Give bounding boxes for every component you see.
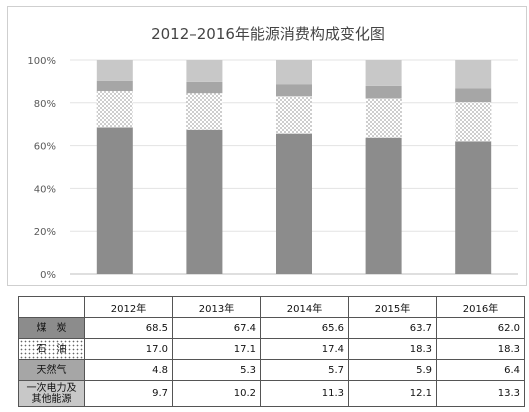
bar-segment xyxy=(186,60,223,82)
table-cell: 68.5 xyxy=(84,317,173,339)
y-tick-label: 100% xyxy=(27,56,56,67)
table-cell: 63.7 xyxy=(348,317,437,339)
bar-segment xyxy=(96,60,133,81)
table-row-coal: 煤 炭 68.5 67.4 65.6 63.7 62.0 xyxy=(18,317,525,339)
table-cell: 65.6 xyxy=(260,317,349,339)
table-cell: 18.3 xyxy=(348,338,437,360)
header-cell: 2013年 xyxy=(172,296,261,318)
y-tick-label: 80% xyxy=(34,99,56,110)
table-cell: 17.1 xyxy=(172,338,261,360)
table-cell: 5.3 xyxy=(172,359,261,381)
table-corner-cell xyxy=(18,296,85,318)
bar-segment xyxy=(276,96,312,134)
bar-segment xyxy=(276,84,312,97)
bar-segment xyxy=(186,129,223,274)
table-cell: 13.3 xyxy=(436,380,525,407)
table-header-row: 2012年 2013年 2014年 2015年 2016年 xyxy=(18,296,525,318)
bar-segment xyxy=(365,137,402,274)
table-cell: 5.9 xyxy=(348,359,437,381)
y-tick-label: 20% xyxy=(34,227,56,238)
y-tick-label: 0% xyxy=(40,270,56,281)
bar-segment xyxy=(455,141,492,274)
table-cell: 18.3 xyxy=(436,338,525,360)
chart-title: 2012–2016年能源消费构成变化图 xyxy=(151,25,385,43)
header-cell: 2012年 xyxy=(84,296,173,318)
table-cell: 9.7 xyxy=(84,380,173,407)
bar-segment xyxy=(455,88,492,103)
bar-segment xyxy=(96,127,133,274)
bar-segment xyxy=(186,81,223,94)
table-cell: 62.0 xyxy=(436,317,525,339)
y-tick-label: 60% xyxy=(34,142,56,153)
stacked-bar-chart: 2012–2016年能源消费构成变化图 0% 20% 40% 60% 80% 100% xyxy=(27,25,518,281)
bar-segment xyxy=(455,60,492,89)
row-label-oil: 石 油 xyxy=(18,338,85,360)
table-row-other: 一次电力及其他能源 9.7 10.2 11.3 12.1 13.3 xyxy=(18,380,525,407)
table-cell: 17.4 xyxy=(260,338,349,360)
table-cell: 11.3 xyxy=(260,380,349,407)
header-cell: 2016年 xyxy=(436,296,525,318)
header-cell: 2015年 xyxy=(348,296,437,318)
data-table: 2012年 2013年 2014年 2015年 2016年 煤 炭 68.5 6… xyxy=(18,296,525,407)
y-tick-label: 40% xyxy=(34,184,56,195)
bar-segment xyxy=(455,102,492,142)
table-cell: 5.7 xyxy=(260,359,349,381)
bar-segment xyxy=(365,60,402,86)
bar-segment xyxy=(96,91,133,128)
row-label-other: 一次电力及其他能源 xyxy=(18,380,85,407)
table-cell: 67.4 xyxy=(172,317,261,339)
chart-frame: 2012–2016年能源消费构成变化图 0% 20% 40% 60% 80% 100% xyxy=(7,6,527,286)
bar-segment xyxy=(365,98,402,138)
table-row-gas: 天然气 4.8 5.3 5.7 5.9 6.4 xyxy=(18,359,525,381)
table-row-oil: 石 油 17.0 17.1 17.4 18.3 18.3 xyxy=(18,338,525,360)
table-cell: 17.0 xyxy=(84,338,173,360)
table-cell: 10.2 xyxy=(172,380,261,407)
bar-segment xyxy=(96,80,133,92)
bar-segment xyxy=(276,133,312,274)
header-cell: 2014年 xyxy=(260,296,349,318)
bar-segment xyxy=(276,60,312,85)
table-cell: 4.8 xyxy=(84,359,173,381)
bar-segment xyxy=(365,85,402,99)
row-label-coal: 煤 炭 xyxy=(18,317,85,339)
table-cell: 12.1 xyxy=(348,380,437,407)
table-cell: 6.4 xyxy=(436,359,525,381)
bar-segment xyxy=(186,93,223,130)
row-label-gas: 天然气 xyxy=(18,359,85,381)
